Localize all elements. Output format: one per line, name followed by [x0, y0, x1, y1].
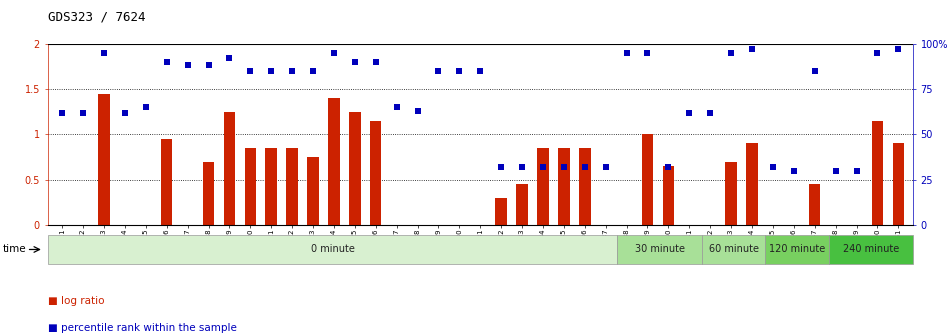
- Point: [682, 110, 697, 115]
- Point: [828, 168, 844, 173]
- Bar: [370, 121, 381, 225]
- Point: [870, 50, 885, 55]
- Bar: [747, 143, 758, 225]
- Point: [431, 68, 446, 74]
- Point: [243, 68, 258, 74]
- Point: [326, 50, 341, 55]
- Bar: [558, 148, 570, 225]
- Point: [724, 50, 739, 55]
- Point: [745, 46, 760, 52]
- Bar: [663, 166, 674, 225]
- Point: [891, 46, 906, 52]
- Point: [849, 168, 864, 173]
- Bar: [161, 139, 172, 225]
- Text: 120 minute: 120 minute: [768, 245, 825, 254]
- Bar: [766, 235, 828, 264]
- Bar: [702, 235, 766, 264]
- Bar: [48, 235, 617, 264]
- Text: ■ percentile rank within the sample: ■ percentile rank within the sample: [48, 323, 237, 333]
- Text: 60 minute: 60 minute: [708, 245, 759, 254]
- Text: 30 minute: 30 minute: [634, 245, 685, 254]
- Bar: [809, 184, 821, 225]
- Point: [222, 55, 237, 61]
- Point: [138, 104, 153, 110]
- Point: [598, 164, 613, 170]
- Point: [514, 164, 530, 170]
- Point: [473, 68, 488, 74]
- Bar: [495, 198, 507, 225]
- Point: [389, 104, 404, 110]
- Point: [766, 164, 781, 170]
- Point: [180, 63, 195, 68]
- Bar: [328, 98, 340, 225]
- Bar: [537, 148, 549, 225]
- Point: [786, 168, 802, 173]
- Point: [619, 50, 634, 55]
- Point: [117, 110, 132, 115]
- Point: [807, 68, 823, 74]
- Bar: [286, 148, 298, 225]
- Text: 0 minute: 0 minute: [311, 245, 355, 254]
- Bar: [265, 148, 277, 225]
- Bar: [307, 157, 319, 225]
- Point: [640, 50, 655, 55]
- Point: [661, 164, 676, 170]
- Bar: [726, 162, 737, 225]
- Point: [703, 110, 718, 115]
- Bar: [617, 235, 702, 264]
- Bar: [98, 93, 109, 225]
- Point: [96, 50, 111, 55]
- Point: [368, 59, 383, 65]
- Text: GDS323 / 7624: GDS323 / 7624: [48, 10, 146, 23]
- Point: [54, 110, 69, 115]
- Bar: [516, 184, 528, 225]
- Point: [284, 68, 300, 74]
- Point: [263, 68, 279, 74]
- Bar: [223, 112, 235, 225]
- Bar: [203, 162, 214, 225]
- Point: [577, 164, 592, 170]
- Text: ■ log ratio: ■ log ratio: [48, 296, 104, 306]
- Point: [535, 164, 551, 170]
- Point: [347, 59, 362, 65]
- Point: [305, 68, 320, 74]
- Bar: [579, 148, 591, 225]
- Bar: [349, 112, 360, 225]
- Point: [159, 59, 174, 65]
- Point: [410, 108, 425, 114]
- Point: [452, 68, 467, 74]
- Text: time: time: [3, 245, 27, 254]
- Bar: [872, 121, 883, 225]
- Point: [75, 110, 90, 115]
- Bar: [642, 134, 653, 225]
- Bar: [828, 235, 913, 264]
- Point: [201, 63, 216, 68]
- Point: [556, 164, 572, 170]
- Bar: [244, 148, 256, 225]
- Text: 240 minute: 240 minute: [843, 245, 899, 254]
- Point: [494, 164, 509, 170]
- Bar: [893, 143, 904, 225]
